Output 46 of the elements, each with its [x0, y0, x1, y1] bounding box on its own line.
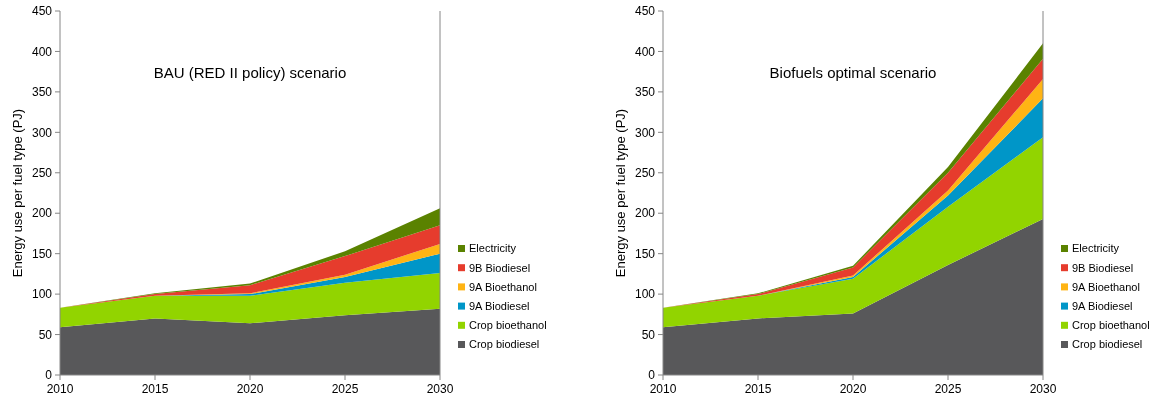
- legend-label: 9B Biodiesel: [1072, 261, 1134, 274]
- legend-label: Electricity: [1072, 242, 1120, 255]
- y-tick-label: 350: [31, 85, 53, 100]
- x-tick-label: 2015: [744, 382, 772, 396]
- legend-label: Crop biodiesel: [469, 338, 540, 351]
- y-axis-title: Energy use per fuel type (PJ): [613, 108, 628, 278]
- x-tick-label: 2025: [934, 382, 962, 396]
- y-tick-label: 150: [634, 246, 656, 261]
- y-tick-label: 100: [634, 287, 656, 302]
- y-tick-label: 200: [31, 206, 53, 221]
- y-tick-label: 0: [45, 368, 53, 383]
- legend-label: Electricity: [469, 242, 517, 255]
- legend-label: 9A Bioethanol: [1072, 280, 1140, 293]
- x-tick-label: 2025: [331, 382, 359, 396]
- x-tick-label: 2020: [839, 382, 867, 396]
- legend-label: 9A Biodiesel: [469, 299, 530, 312]
- y-tick-label: 450: [634, 4, 656, 19]
- y-tick-label: 100: [31, 287, 53, 302]
- legend-label: 9A Biodiesel: [1072, 299, 1133, 312]
- y-tick-label: 0: [648, 368, 656, 383]
- x-tick-label: 2030: [1029, 382, 1057, 396]
- y-tick-label: 250: [31, 165, 53, 180]
- text: Biofuels optimal scenario: [769, 64, 937, 81]
- legend-label: 9A Bioethanol: [469, 280, 537, 293]
- legend-label: Crop bioethanol: [469, 319, 547, 332]
- y-tick-label: 300: [634, 125, 656, 140]
- y-tick-label: 400: [634, 44, 656, 59]
- legend-label: Crop bioethanol: [1072, 319, 1150, 332]
- y-tick-label: 300: [31, 125, 53, 140]
- x-tick-label: 2010: [649, 382, 677, 396]
- legend-label: 9B Biodiesel: [469, 261, 531, 274]
- text: BAU (RED II policy) scenario: [153, 64, 347, 81]
- y-tick-label: 350: [634, 85, 656, 100]
- x-tick-label: 2015: [141, 382, 169, 396]
- x-tick-label: 2020: [236, 382, 264, 396]
- y-axis-title: Energy use per fuel type (PJ): [10, 108, 25, 278]
- y-tick-label: 450: [31, 4, 53, 19]
- y-tick-label: 150: [31, 246, 53, 261]
- y-tick-label: 250: [634, 165, 656, 180]
- legend-label: Crop biodiesel: [1072, 338, 1143, 351]
- y-tick-label: 50: [641, 327, 656, 342]
- y-tick-label: 50: [38, 327, 53, 342]
- y-tick-label: 200: [634, 206, 656, 221]
- y-tick-label: 400: [31, 44, 53, 59]
- x-tick-label: 2010: [46, 382, 74, 396]
- x-tick-label: 2030: [426, 382, 454, 396]
